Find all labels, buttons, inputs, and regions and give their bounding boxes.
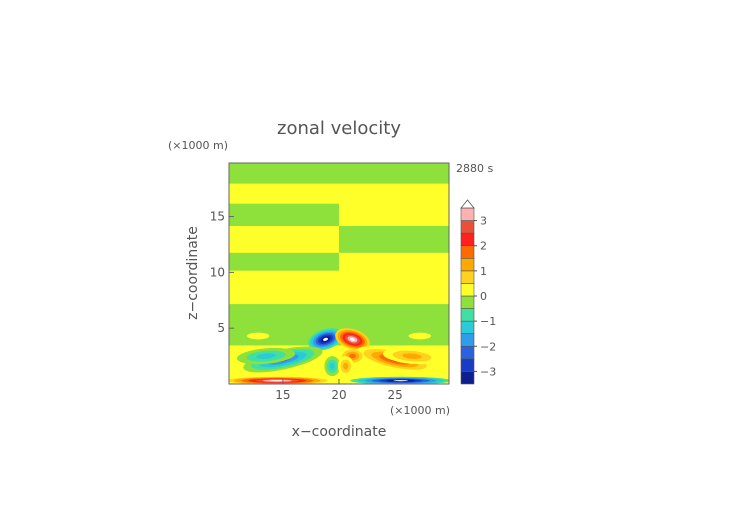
contour-feature-11	[246, 332, 270, 340]
contour-feature-3	[335, 328, 370, 351]
colorbar-tick-label: 1	[480, 265, 487, 278]
colorbar-cell	[460, 207, 475, 221]
colorbar-tick-label: −3	[480, 365, 496, 378]
y-unit-label: (×1000 m)	[168, 139, 228, 152]
band-2-left	[229, 270, 339, 305]
y-axis-label: z−coordinate	[185, 226, 201, 320]
band-7-right	[339, 163, 449, 184]
colorbar-cell	[460, 220, 475, 234]
y-tick-label: 10	[210, 265, 225, 279]
contour-level	[349, 337, 355, 341]
colorbar-cell	[460, 257, 475, 272]
colorbar-cell	[460, 371, 475, 385]
contour-feature-12	[408, 332, 432, 340]
colorbar-cell	[460, 308, 475, 322]
band-4-left	[229, 225, 339, 253]
contour-level	[323, 337, 329, 341]
y-axis: 5 10 15	[210, 210, 234, 335]
colorbar-cell	[460, 270, 475, 284]
x-tick-label: 25	[387, 388, 402, 402]
band-2-right	[339, 270, 449, 305]
band-7-left	[229, 163, 339, 184]
contour-feature-8	[337, 356, 354, 377]
colorbar-tick-label: −1	[480, 315, 496, 328]
contour-level	[329, 362, 335, 370]
contour-level	[408, 332, 432, 340]
contour-feature-2	[236, 347, 296, 365]
colorbar-tick-label: 2	[480, 240, 487, 253]
contour-level	[256, 353, 276, 359]
band-5-left	[229, 203, 339, 227]
colorbar-cell	[460, 358, 475, 372]
time-label: 2880 s	[456, 162, 493, 175]
contour-level	[393, 380, 408, 382]
contour-feature-5	[382, 347, 442, 365]
colorbar-cell	[460, 320, 475, 335]
band-5-right	[339, 203, 449, 227]
x-axis: 15 20 25	[275, 379, 403, 402]
colorbar: 3 2 1 0 −1 −2 −3	[460, 199, 496, 385]
band-6-left	[229, 183, 339, 204]
colorbar-cell	[460, 232, 475, 247]
colorbar-cell	[460, 245, 475, 259]
chart-title: zonal velocity	[277, 118, 401, 139]
colorbar-cell	[460, 295, 475, 309]
colorbar-cell	[460, 333, 475, 347]
contour-level	[270, 380, 285, 382]
contour-feature-0	[308, 328, 343, 351]
x-tick-label: 20	[331, 388, 346, 402]
colorbar-cell	[460, 345, 475, 360]
colorbar-tick-label: 0	[480, 290, 487, 303]
x-tick-label: 15	[275, 388, 290, 402]
band-3-left	[229, 252, 339, 271]
plot-area	[229, 163, 449, 384]
y-tick-label: 15	[210, 210, 225, 224]
colorbar-cell	[460, 283, 475, 297]
band-6-right	[339, 183, 449, 204]
contour-feature-9	[229, 376, 328, 384]
contour-level	[349, 353, 356, 359]
y-tick-label: 5	[217, 321, 225, 335]
colorbar-extend-arrow	[460, 199, 475, 209]
contour-level	[246, 332, 270, 340]
contour-level	[343, 362, 349, 370]
contour-feature-10	[350, 376, 449, 384]
band-4-right	[339, 225, 449, 253]
contour-feature-7	[324, 356, 341, 377]
colorbar-tick-label: 3	[480, 215, 487, 228]
band-3-right	[339, 252, 449, 271]
x-unit-label: (×1000 m)	[390, 404, 450, 417]
x-axis-label: x−coordinate	[292, 424, 387, 440]
contour-level	[402, 353, 422, 359]
colorbar-tick-label: −2	[480, 340, 496, 353]
